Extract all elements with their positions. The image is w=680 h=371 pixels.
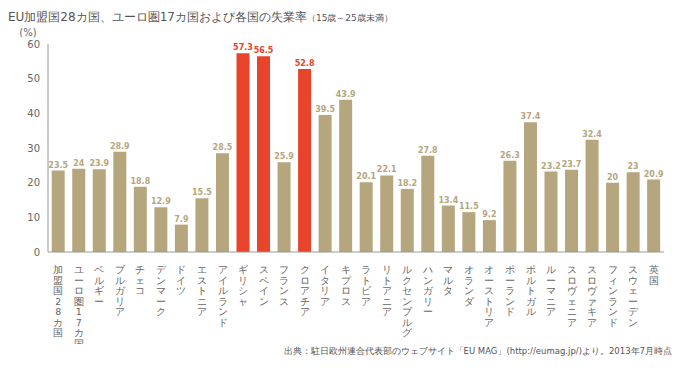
svg-text:加盟国28カ国: 加盟国28カ国 <box>53 264 63 338</box>
svg-text:ハンガリー: ハンガリー <box>422 264 434 317</box>
svg-text:(%): (%) <box>19 27 36 38</box>
html-text:出典：駐日欧州連合代表部のウェブサイト「EU MAG」(ht: 出典：駐日欧州連合代表部のウェブサイト「EU MAG」(http://eumag… <box>283 346 672 356</box>
svg-text:25.9: 25.9 <box>274 152 294 161</box>
html-text:EU加盟国28カ国、ユーロ圏17カ国および各国の失業率（15: EU加盟国28カ国、ユーロ圏17カ国および各国の失業率（15歳～25歳未満） <box>8 10 393 24</box>
svg-text:22.1: 22.1 <box>377 165 397 174</box>
svg-text:26.3: 26.3 <box>500 151 520 160</box>
svg-text:27.8: 27.8 <box>418 146 438 155</box>
svg-text:マルタ: マルタ <box>443 264 453 296</box>
svg-text:英国: 英国 <box>649 264 659 286</box>
svg-text:ポーランド: ポーランド <box>505 264 515 317</box>
svg-text:30: 30 <box>27 143 40 154</box>
svg-text:スロヴァキア: スロヴァキア <box>587 264 598 328</box>
svg-text:37.4: 37.4 <box>521 112 541 121</box>
svg-text:フランス: フランス <box>279 264 289 307</box>
svg-text:ラトビア: ラトビア <box>361 264 372 307</box>
svg-text:エストニア: エストニア <box>197 264 207 317</box>
svg-text:イタリア: イタリア <box>320 264 330 307</box>
svg-text:39.5: 39.5 <box>315 105 335 114</box>
svg-text:52.8: 52.8 <box>295 59 315 68</box>
svg-text:ベルギー: ベルギー <box>94 264 104 307</box>
svg-text:43.9: 43.9 <box>336 90 356 99</box>
svg-text:18.8: 18.8 <box>130 177 150 186</box>
svg-text:20: 20 <box>27 177 40 188</box>
svg-text:11.5: 11.5 <box>459 202 479 211</box>
svg-text:23.5: 23.5 <box>48 161 68 170</box>
svg-text:32.4: 32.4 <box>582 130 602 139</box>
svg-text:23.9: 23.9 <box>89 159 109 168</box>
svg-text:オーストリア: オーストリア <box>484 264 494 328</box>
svg-text:ギリシャ: ギリシャ <box>238 264 248 307</box>
svg-text:チェコ: チェコ <box>135 264 145 296</box>
svg-text:28.9: 28.9 <box>110 142 130 151</box>
svg-text:キプロス: キプロス <box>341 264 352 307</box>
svg-text:7.9: 7.9 <box>174 215 189 224</box>
svg-text:リトアニア: リトアニア <box>382 264 392 317</box>
svg-text:57.3: 57.3 <box>233 43 253 52</box>
svg-text:23.7: 23.7 <box>562 160 582 169</box>
svg-text:ルクセンブルグ: ルクセンブルグ <box>402 264 413 338</box>
svg-text:13.4: 13.4 <box>438 196 458 205</box>
svg-text:スウェーデン: スウェーデン <box>628 264 639 328</box>
svg-text:56.5: 56.5 <box>254 46 274 55</box>
svg-text:ブルガリア: ブルガリア <box>115 264 126 317</box>
svg-text:オランダ: オランダ <box>464 264 475 307</box>
svg-text:フィンランド: フィンランド <box>608 264 618 328</box>
svg-text:10: 10 <box>27 212 40 223</box>
svg-text:20: 20 <box>607 173 619 182</box>
svg-text:23: 23 <box>628 162 639 171</box>
svg-text:0: 0 <box>34 247 40 258</box>
svg-text:スペイン: スペイン <box>259 264 269 307</box>
svg-text:28.5: 28.5 <box>213 143 233 152</box>
svg-text:デンマーク: デンマーク <box>156 264 167 317</box>
svg-text:ポルトガル: ポルトガル <box>526 264 537 317</box>
svg-text:24: 24 <box>73 159 85 168</box>
svg-text:12.9: 12.9 <box>151 197 171 206</box>
svg-text:20.9: 20.9 <box>644 170 664 179</box>
svg-text:15.5: 15.5 <box>192 188 212 197</box>
svg-text:50: 50 <box>27 73 40 84</box>
svg-text:60: 60 <box>27 39 40 50</box>
svg-text:アイルランド: アイルランド <box>218 264 228 328</box>
svg-text:クロアチア: クロアチア <box>300 264 310 317</box>
svg-text:ユーロ圏17カ国: ユーロ圏17カ国 <box>74 264 84 344</box>
svg-text:20.1: 20.1 <box>356 172 376 181</box>
svg-text:スロヴェニア: スロヴェニア <box>567 264 578 328</box>
svg-text:18.2: 18.2 <box>397 179 417 188</box>
svg-text:40: 40 <box>27 108 40 119</box>
svg-text:23.2: 23.2 <box>541 162 561 171</box>
svg-text:ルーマニア: ルーマニア <box>546 264 556 317</box>
svg-text:9.2: 9.2 <box>482 210 496 219</box>
svg-text:ドイツ: ドイツ <box>176 264 186 296</box>
